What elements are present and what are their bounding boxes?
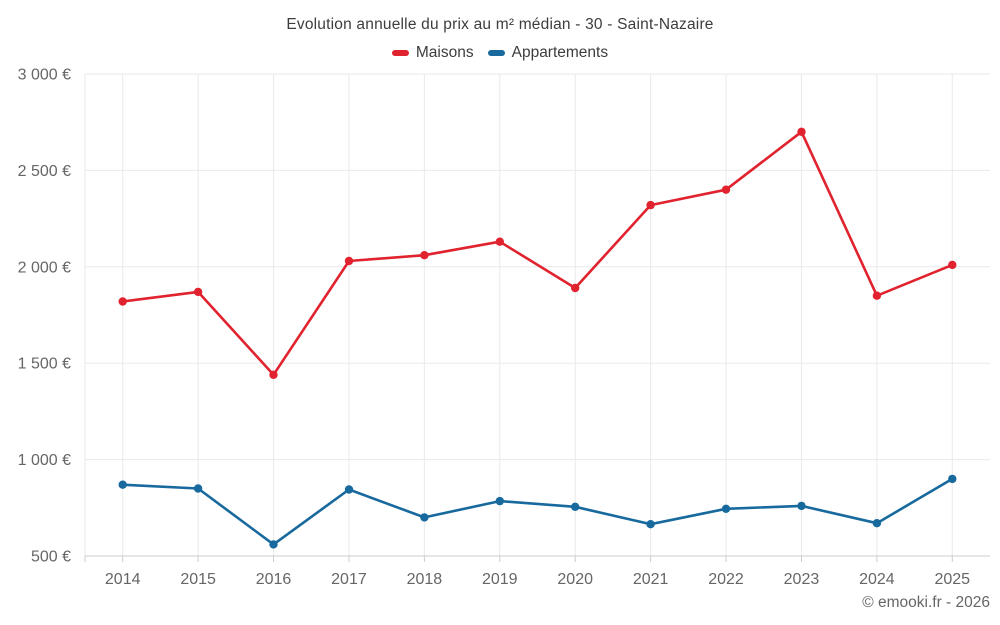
legend-item-appartements[interactable]: Appartements bbox=[487, 44, 609, 62]
data-point-maisons-2021[interactable] bbox=[646, 200, 655, 210]
chart-title: Evolution annuelle du prix au m² médian … bbox=[286, 16, 714, 33]
data-point-appartements-2018[interactable] bbox=[420, 513, 429, 522]
data-point-maisons-2018[interactable] bbox=[420, 251, 429, 260]
legend-label-appartements: Appartements bbox=[511, 44, 609, 61]
x-tick-label: 2017 bbox=[331, 571, 367, 588]
axis-labels: 500 € 1 000 € 1 500 € 2 000 € 2 500 € 3 000 €… bbox=[18, 67, 971, 589]
x-tick-label: 2025 bbox=[934, 571, 970, 588]
y-tick-label: 2 500 € bbox=[18, 163, 71, 180]
gridlines bbox=[84, 73, 990, 556]
data-point-appartements-2019[interactable] bbox=[495, 496, 504, 506]
series-line-maisons bbox=[121, 130, 954, 377]
data-point-appartements-2020[interactable] bbox=[571, 502, 580, 511]
data-point-appartements-2022[interactable] bbox=[721, 504, 731, 513]
x-tick-label: 2015 bbox=[180, 571, 216, 588]
chart-legend: Maisons Appartements bbox=[0, 44, 1000, 62]
axes bbox=[84, 555, 990, 562]
data-point-appartements-2014[interactable] bbox=[118, 480, 127, 489]
legend-item-maisons[interactable]: Maisons bbox=[391, 44, 474, 62]
data-point-maisons-2025[interactable] bbox=[948, 260, 957, 270]
series-line-appartements bbox=[121, 477, 954, 546]
x-tick-label: 2024 bbox=[859, 571, 895, 588]
data-point-maisons-2020[interactable] bbox=[571, 283, 580, 293]
y-tick-label: 3 000 € bbox=[18, 67, 71, 84]
x-tick-label: 2014 bbox=[105, 571, 141, 588]
y-tick-label: 2 000 € bbox=[18, 259, 71, 276]
data-point-appartements-2016[interactable] bbox=[269, 540, 278, 549]
data-point-appartements-2021[interactable] bbox=[646, 520, 655, 529]
data-point-appartements-2024[interactable] bbox=[872, 519, 882, 528]
y-tick-label: 500 € bbox=[31, 549, 71, 566]
legend-swatch-maisons-icon bbox=[391, 50, 409, 56]
data-point-maisons-2016[interactable] bbox=[269, 370, 278, 379]
series-maisons bbox=[118, 127, 957, 379]
x-tick-label: 2019 bbox=[482, 571, 518, 588]
x-tick-label: 2018 bbox=[407, 571, 443, 588]
y-tick-label: 1 500 € bbox=[18, 356, 71, 373]
x-tick-label: 2022 bbox=[708, 571, 744, 588]
legend-swatch-appartements-icon bbox=[487, 50, 505, 56]
credit-text: © emooki.fr - 2026 bbox=[862, 594, 990, 611]
data-point-maisons-2022[interactable] bbox=[721, 185, 731, 194]
data-point-maisons-2014[interactable] bbox=[118, 297, 127, 306]
x-tick-label: 2023 bbox=[784, 571, 820, 588]
data-point-maisons-2015[interactable] bbox=[193, 287, 203, 297]
x-tick-label: 2016 bbox=[256, 571, 292, 588]
data-point-appartements-2017[interactable] bbox=[344, 485, 354, 494]
x-tick-label: 2021 bbox=[633, 571, 669, 588]
data-point-maisons-2023[interactable] bbox=[797, 127, 806, 136]
data-point-maisons-2024[interactable] bbox=[872, 291, 882, 300]
data-point-maisons-2019[interactable] bbox=[495, 237, 504, 246]
y-tick-label: 1 000 € bbox=[18, 452, 71, 469]
data-point-appartements-2023[interactable] bbox=[797, 501, 806, 511]
data-point-appartements-2015[interactable] bbox=[193, 484, 203, 493]
x-tick-label: 2020 bbox=[557, 571, 593, 588]
legend-label-maisons: Maisons bbox=[415, 44, 474, 61]
series-appartements bbox=[118, 474, 957, 549]
data-point-maisons-2017[interactable] bbox=[344, 256, 354, 266]
data-point-appartements-2025[interactable] bbox=[948, 474, 957, 484]
